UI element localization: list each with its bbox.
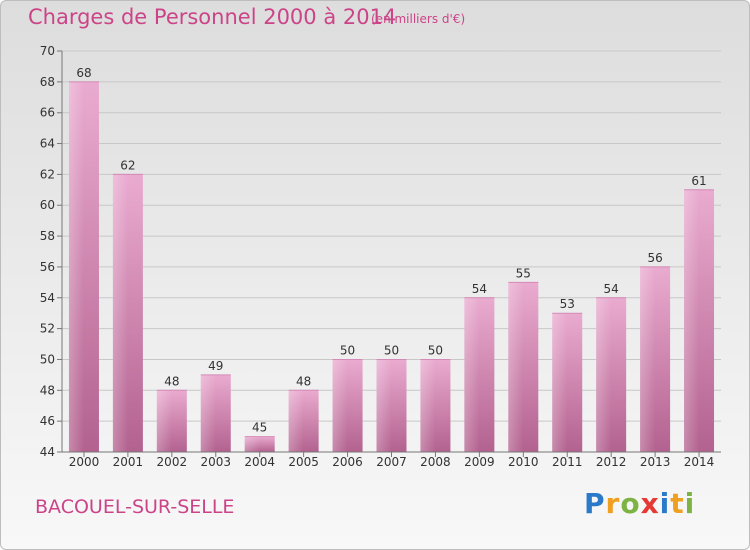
y-tick-label: 48	[40, 383, 55, 397]
bar-highlight	[244, 436, 260, 452]
x-tick-label: 2013	[640, 455, 671, 469]
y-tick-label: 64	[40, 137, 55, 151]
bar-highlight	[464, 297, 480, 452]
y-tick-label: 62	[40, 167, 55, 181]
x-tick-label: 2010	[508, 455, 539, 469]
bar-highlight	[640, 266, 656, 452]
data-label: 61	[691, 174, 706, 188]
x-tick-label: 2005	[288, 455, 319, 469]
y-tick-label: 58	[40, 229, 55, 243]
x-tick-label: 2002	[157, 455, 188, 469]
bar-highlight	[684, 189, 700, 453]
x-tick-label: 2001	[113, 455, 144, 469]
y-tick-label: 66	[40, 106, 55, 120]
x-tick-label: 2006	[332, 455, 363, 469]
y-tick-label: 52	[40, 322, 55, 336]
y-tick-label: 50	[40, 352, 55, 366]
y-tick-label: 68	[40, 75, 55, 89]
data-label: 68	[76, 66, 91, 80]
x-tick-label: 2004	[244, 455, 275, 469]
bar-highlight	[68, 81, 84, 452]
data-label: 54	[604, 282, 619, 296]
bar-highlight	[332, 359, 348, 452]
bar-highlight	[376, 359, 392, 452]
data-label: 54	[472, 282, 487, 296]
x-tick-label: 2011	[552, 455, 583, 469]
y-tick-label: 54	[40, 291, 55, 305]
bar-highlight	[288, 390, 304, 452]
data-label: 62	[120, 158, 135, 172]
bar-highlight	[112, 174, 128, 452]
proxiti-logo: Proxiti	[584, 487, 696, 520]
chart-title: Charges de Personnel 2000 à 2014	[28, 5, 397, 29]
bar-highlight	[596, 297, 612, 452]
bar-highlight	[420, 359, 436, 452]
data-label: 56	[647, 251, 662, 265]
x-tick-label: 2008	[420, 455, 451, 469]
data-label: 49	[208, 359, 223, 373]
bar-highlight	[552, 313, 568, 452]
chart-subtitle: (en milliers d'€)	[371, 12, 466, 26]
data-label: 50	[384, 343, 399, 357]
y-tick-label: 44	[40, 445, 55, 459]
data-label: 45	[252, 421, 267, 435]
y-tick-label: 56	[40, 260, 55, 274]
bar-highlight	[156, 390, 172, 452]
x-tick-label: 2007	[376, 455, 407, 469]
x-tick-label: 2012	[596, 455, 627, 469]
x-tick-label: 2014	[684, 455, 715, 469]
commune-name: BACOUEL-SUR-SELLE	[35, 496, 235, 518]
data-label: 48	[296, 374, 311, 388]
y-tick-label: 70	[40, 44, 55, 58]
data-label: 53	[560, 297, 575, 311]
data-label: 50	[428, 343, 443, 357]
y-tick-label: 60	[40, 198, 55, 212]
data-label: 48	[164, 374, 179, 388]
x-tick-label: 2003	[200, 455, 231, 469]
bar-highlight	[200, 374, 216, 452]
data-label: 55	[516, 266, 531, 280]
y-tick-label: 46	[40, 414, 55, 428]
x-tick-label: 2000	[69, 455, 100, 469]
data-label: 50	[340, 343, 355, 357]
bar-highlight	[508, 282, 524, 452]
x-tick-label: 2009	[464, 455, 495, 469]
